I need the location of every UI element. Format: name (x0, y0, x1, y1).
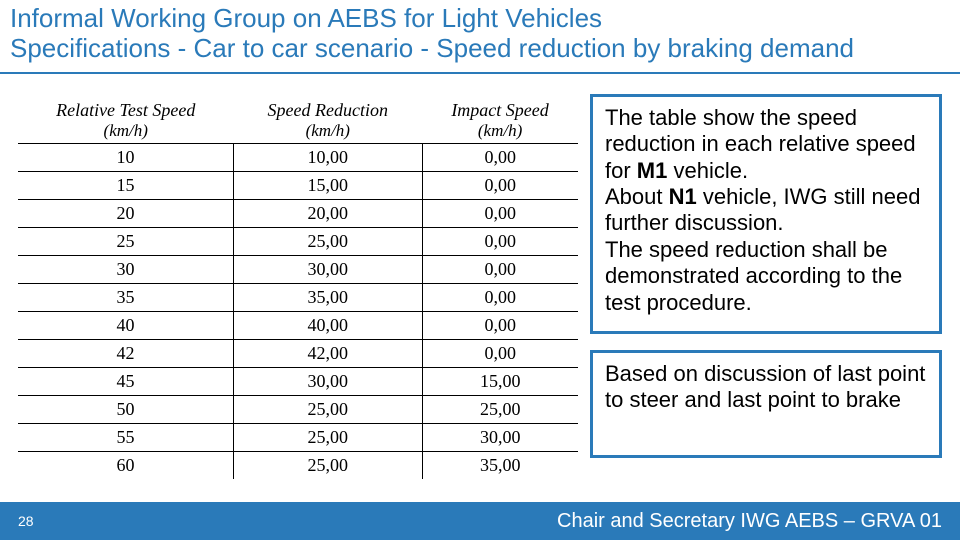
table-cell: 50 (18, 395, 233, 423)
table-row: 3535,000,00 (18, 283, 578, 311)
table-cell: 40 (18, 311, 233, 339)
header-line-1: Informal Working Group on AEBS for Light… (10, 4, 950, 34)
table-cell: 0,00 (422, 143, 578, 171)
table-cell: 25,00 (422, 395, 578, 423)
table-cell: 20 (18, 199, 233, 227)
footer-attribution: Chair and Secretary IWG AEBS – GRVA 01 (557, 510, 942, 533)
table-cell: 0,00 (422, 255, 578, 283)
callout-explanation: The table show the speed reduction in ea… (590, 94, 942, 334)
callout-text: vehicle. (667, 158, 748, 183)
table-cell: 30 (18, 255, 233, 283)
callout-basis: Based on discussion of last point to ste… (590, 350, 942, 458)
col-header-unit: (km/h) (428, 121, 572, 141)
table-cell: 25,00 (233, 227, 422, 255)
table-row: 4040,000,00 (18, 311, 578, 339)
col-header-unit: (km/h) (239, 121, 416, 141)
table-cell: 30,00 (233, 255, 422, 283)
table-row: 2020,000,00 (18, 199, 578, 227)
table-cell: 25,00 (233, 395, 422, 423)
table-row: 1515,000,00 (18, 171, 578, 199)
table-row: 4530,0015,00 (18, 367, 578, 395)
table-cell: 42,00 (233, 339, 422, 367)
table-row: 2525,000,00 (18, 227, 578, 255)
callout-text: About (605, 184, 669, 209)
col-header-label: Speed Reduction (268, 100, 388, 120)
table-body: 1010,000,001515,000,002020,000,002525,00… (18, 143, 578, 479)
col-header-unit: (km/h) (24, 121, 227, 141)
table-cell: 0,00 (422, 171, 578, 199)
table-cell: 0,00 (422, 283, 578, 311)
col-header-relative-speed: Relative Test Speed (km/h) (18, 96, 233, 144)
slide-header: Informal Working Group on AEBS for Light… (0, 0, 960, 74)
speed-table-container: Relative Test Speed (km/h) Speed Reducti… (18, 96, 578, 479)
table-cell: 10,00 (233, 143, 422, 171)
col-header-speed-reduction: Speed Reduction (km/h) (233, 96, 422, 144)
col-header-label: Relative Test Speed (56, 100, 195, 120)
table-cell: 60 (18, 451, 233, 479)
table-cell: 35,00 (233, 283, 422, 311)
col-header-label: Impact Speed (451, 100, 548, 120)
table-row: 4242,000,00 (18, 339, 578, 367)
table-row: 5525,0030,00 (18, 423, 578, 451)
col-header-impact-speed: Impact Speed (km/h) (422, 96, 578, 144)
header-line-2: Specifications - Car to car scenario - S… (10, 34, 950, 64)
table-cell: 15,00 (422, 367, 578, 395)
slide-content: Relative Test Speed (km/h) Speed Reducti… (0, 74, 960, 524)
table-cell: 25,00 (233, 451, 422, 479)
table-cell: 35,00 (422, 451, 578, 479)
table-row: 1010,000,00 (18, 143, 578, 171)
table-row: 3030,000,00 (18, 255, 578, 283)
table-row: 6025,0035,00 (18, 451, 578, 479)
table-cell: 15,00 (233, 171, 422, 199)
table-header-row: Relative Test Speed (km/h) Speed Reducti… (18, 96, 578, 144)
callout-text: The speed reduction shall be demonstrate… (605, 237, 902, 315)
table-cell: 42 (18, 339, 233, 367)
slide: Informal Working Group on AEBS for Light… (0, 0, 960, 540)
table-cell: 0,00 (422, 339, 578, 367)
table-cell: 30,00 (422, 423, 578, 451)
callout-bold-m1: M1 (637, 158, 668, 183)
table-row: 5025,0025,00 (18, 395, 578, 423)
table-cell: 0,00 (422, 311, 578, 339)
table-cell: 30,00 (233, 367, 422, 395)
slide-footer: 28 Chair and Secretary IWG AEBS – GRVA 0… (0, 502, 960, 540)
speed-table: Relative Test Speed (km/h) Speed Reducti… (18, 96, 578, 479)
callout-text: Based on discussion of last point to ste… (605, 361, 925, 412)
table-cell: 15 (18, 171, 233, 199)
table-cell: 20,00 (233, 199, 422, 227)
table-cell: 55 (18, 423, 233, 451)
table-cell: 25,00 (233, 423, 422, 451)
table-cell: 40,00 (233, 311, 422, 339)
table-cell: 0,00 (422, 199, 578, 227)
page-number: 28 (18, 513, 34, 529)
table-cell: 0,00 (422, 227, 578, 255)
callout-bold-n1: N1 (669, 184, 697, 209)
table-cell: 45 (18, 367, 233, 395)
table-cell: 25 (18, 227, 233, 255)
table-cell: 35 (18, 283, 233, 311)
table-cell: 10 (18, 143, 233, 171)
